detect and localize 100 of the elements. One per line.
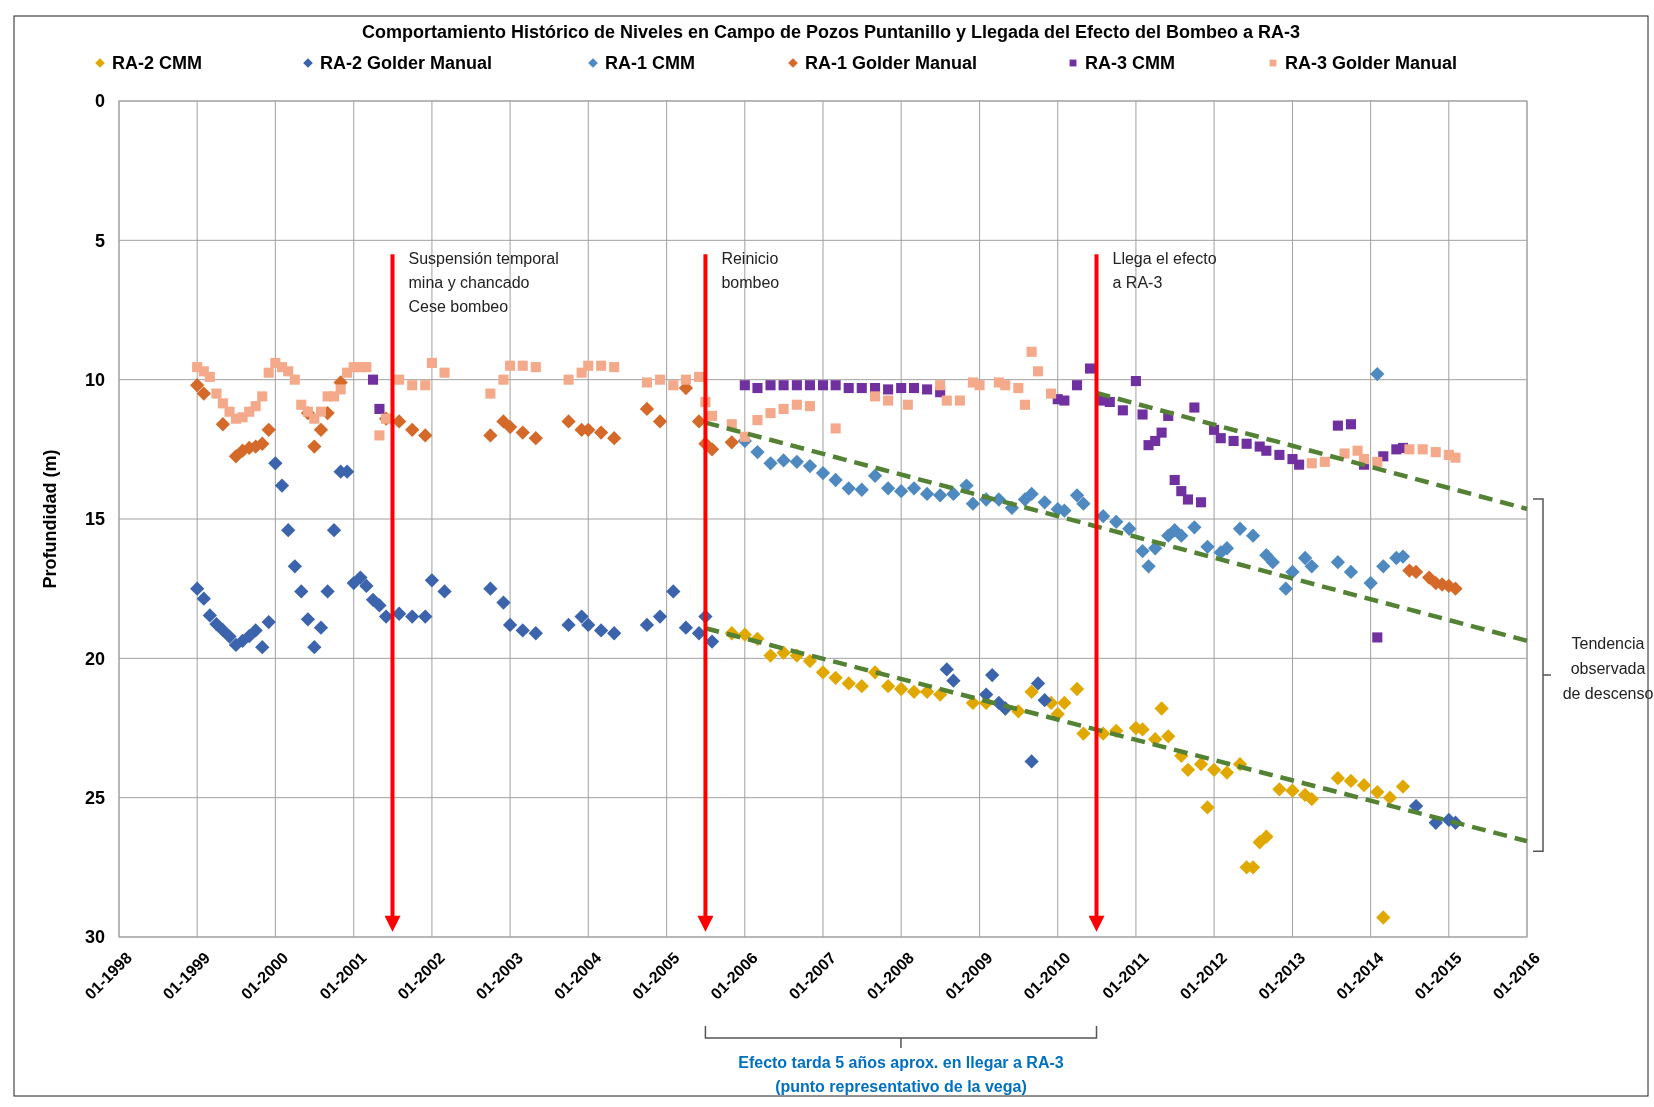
y-tick-label: 30 xyxy=(84,927,105,948)
point xyxy=(830,380,841,391)
point xyxy=(1219,765,1235,780)
point xyxy=(593,425,609,440)
point xyxy=(1130,376,1141,387)
point xyxy=(841,676,856,691)
point xyxy=(1200,800,1215,815)
y-tick-label: 10 xyxy=(84,369,105,390)
point xyxy=(313,422,329,437)
point xyxy=(1265,555,1280,570)
point xyxy=(1228,435,1239,447)
point xyxy=(1117,405,1128,416)
point xyxy=(828,670,843,685)
point xyxy=(1076,496,1091,511)
point xyxy=(908,382,920,394)
point xyxy=(1345,419,1356,430)
point xyxy=(607,431,622,446)
y-axis-title: Profundidad (m) xyxy=(40,449,60,589)
legend-label: RA-1 Golder Manual xyxy=(805,53,978,74)
point xyxy=(894,483,909,499)
point xyxy=(802,653,818,669)
point xyxy=(1169,474,1180,486)
point xyxy=(1448,581,1463,596)
ref-line-label: Suspensión temporal mina y chancado Cese bombeo xyxy=(408,250,559,316)
point xyxy=(1193,757,1209,772)
point xyxy=(1195,497,1207,508)
point xyxy=(1363,575,1378,591)
point xyxy=(1069,681,1085,697)
y-tick-label: 5 xyxy=(94,230,105,251)
text: Tendencia observada de descenso xyxy=(1562,635,1654,703)
point xyxy=(1241,438,1252,449)
ref-line-label: Reinicio bombeo xyxy=(721,250,780,292)
point xyxy=(1109,514,1124,529)
point xyxy=(933,488,948,503)
point xyxy=(483,428,498,443)
point xyxy=(737,627,752,642)
point xyxy=(1215,433,1226,444)
point xyxy=(1182,494,1194,505)
point xyxy=(1122,521,1137,536)
point xyxy=(906,684,922,699)
point xyxy=(561,414,576,429)
point xyxy=(739,380,750,391)
point xyxy=(919,486,935,502)
point xyxy=(776,645,791,660)
point xyxy=(776,453,791,468)
point xyxy=(1245,528,1261,543)
point xyxy=(1304,559,1319,574)
point xyxy=(1069,488,1085,503)
point xyxy=(1372,632,1383,643)
point xyxy=(1274,449,1285,460)
point xyxy=(1395,779,1411,794)
legend-label: RA-3 Golder Manual xyxy=(1285,53,1458,74)
point xyxy=(1330,555,1346,570)
point xyxy=(418,428,433,443)
point xyxy=(802,458,818,474)
point xyxy=(367,374,379,385)
point xyxy=(405,422,420,437)
point xyxy=(841,481,856,496)
point xyxy=(1304,791,1319,807)
text: Efecto tarda 5 años aprox. en llegar a RA-3 (punto representativo de la vega) xyxy=(738,1054,1064,1095)
point xyxy=(1156,427,1167,438)
point xyxy=(828,472,843,488)
point xyxy=(1376,559,1391,574)
point xyxy=(1382,790,1398,805)
point xyxy=(752,382,763,394)
chart-title: Comportamiento Histórico de Niveles en Campo de Pozos Puntanillo y Llegada del Efecto del Bombeo a RA-3 xyxy=(361,22,1301,42)
point xyxy=(1278,581,1293,596)
point xyxy=(1285,783,1300,798)
y-tick-label: 15 xyxy=(84,509,105,530)
y-tick-label: 20 xyxy=(84,648,105,669)
point xyxy=(778,380,789,391)
point xyxy=(791,380,802,391)
legend-label: RA-1 CMM xyxy=(605,53,695,74)
point xyxy=(1037,495,1052,510)
point xyxy=(1150,435,1161,447)
point xyxy=(883,384,894,395)
point xyxy=(843,382,854,394)
point xyxy=(1076,726,1091,741)
point xyxy=(750,444,765,460)
point xyxy=(1297,550,1313,566)
point xyxy=(815,465,831,481)
point xyxy=(1294,459,1305,470)
point xyxy=(502,419,518,435)
point xyxy=(1189,402,1200,413)
point xyxy=(1137,409,1148,420)
point xyxy=(880,481,896,496)
point xyxy=(1259,829,1274,844)
point xyxy=(763,456,778,471)
ref-line-label: Llega el efecto a RA-3 xyxy=(1112,250,1217,292)
point xyxy=(515,425,530,440)
point xyxy=(1135,543,1150,559)
legend-label: RA-3 CMM xyxy=(1085,53,1175,74)
point xyxy=(804,380,815,391)
point xyxy=(1330,771,1346,786)
point xyxy=(856,382,867,394)
point xyxy=(1024,684,1039,699)
point xyxy=(1141,559,1156,574)
point xyxy=(1232,521,1248,536)
point xyxy=(880,679,896,694)
point xyxy=(1370,366,1385,382)
